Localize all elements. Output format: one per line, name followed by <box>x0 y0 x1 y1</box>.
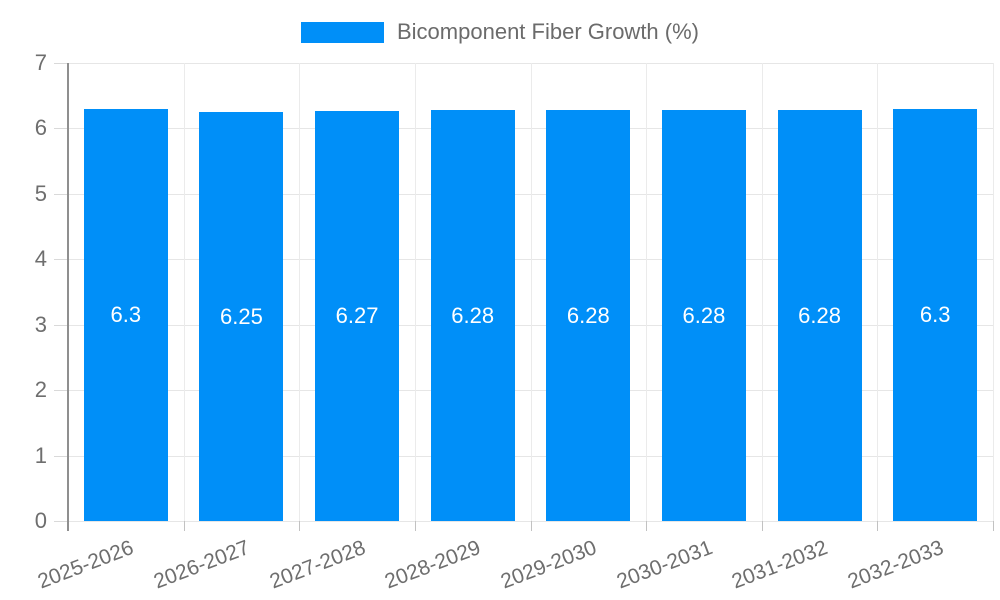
y-axis-tick <box>54 259 68 261</box>
x-axis-tick-label: 2027-2028 <box>266 536 369 594</box>
gridline <box>299 63 301 521</box>
y-axis-tick <box>54 521 68 522</box>
bar-value-label: 6.28 <box>566 302 610 328</box>
y-axis-tick-label: 6 <box>34 115 47 141</box>
x-axis-tick-label: 2029-2030 <box>497 536 600 594</box>
bar[interactable] <box>199 112 284 521</box>
gridline <box>530 63 532 521</box>
bar[interactable] <box>661 110 746 521</box>
gridline <box>646 63 648 521</box>
y-axis-line <box>67 63 69 531</box>
x-axis-tick-label: 2030-2031 <box>613 536 716 594</box>
y-axis-tick <box>54 63 68 64</box>
bar-value-label: 6.28 <box>682 302 726 328</box>
bar[interactable] <box>893 108 978 521</box>
x-axis-tick <box>646 521 648 531</box>
y-axis-tick-label: 7 <box>34 50 47 75</box>
gridline <box>877 63 879 521</box>
y-axis-tick-label: 2 <box>34 377 47 403</box>
legend-label: Bicomponent Fiber Growth (%) <box>397 19 699 44</box>
y-axis-tick <box>54 390 68 392</box>
y-axis-tick-label: 1 <box>34 442 47 468</box>
y-axis-tick-label: 4 <box>34 246 47 272</box>
bar[interactable] <box>546 110 631 521</box>
bar-value-label: 6.28 <box>451 302 495 328</box>
x-axis-tick <box>414 521 416 531</box>
x-axis-tick <box>993 521 994 531</box>
x-axis-tick <box>761 521 763 531</box>
x-axis-tick-label: 2032-2033 <box>844 536 947 594</box>
gridline <box>414 63 416 521</box>
gridline <box>761 63 763 521</box>
y-axis-tick <box>54 455 68 457</box>
legend-swatch <box>301 21 384 43</box>
bar-value-label: 6.25 <box>220 303 263 329</box>
bar-value-label: 6.28 <box>798 302 841 328</box>
y-axis-tick <box>54 193 68 195</box>
bar[interactable] <box>83 108 168 521</box>
bar[interactable] <box>430 110 515 521</box>
x-axis-tick <box>530 521 532 531</box>
bar-value-label: 6.27 <box>335 302 379 328</box>
x-axis-tick-label: 2031-2032 <box>728 536 831 594</box>
gridline <box>183 63 185 521</box>
x-axis-tick-label: 2028-2029 <box>381 536 484 594</box>
x-axis-tick <box>877 521 879 531</box>
legend: Bicomponent Fiber Growth (%) <box>0 19 1000 45</box>
x-axis-tick <box>299 521 301 531</box>
bar[interactable] <box>315 110 400 521</box>
y-axis-tick-label: 5 <box>34 180 47 206</box>
bar[interactable] <box>777 110 862 521</box>
x-axis-tick <box>183 521 185 531</box>
bar-value-label: 6.3 <box>919 301 951 327</box>
y-axis-tick-label: 3 <box>34 311 47 337</box>
y-axis-tick <box>54 324 68 326</box>
gridline <box>993 63 994 521</box>
bar-value-label: 6.3 <box>110 301 142 327</box>
y-axis-tick <box>54 128 68 130</box>
x-axis-tick-label: 2025-2026 <box>35 536 138 594</box>
y-axis-tick-label: 0 <box>34 508 47 533</box>
x-axis-tick-label: 2026-2027 <box>150 536 253 594</box>
